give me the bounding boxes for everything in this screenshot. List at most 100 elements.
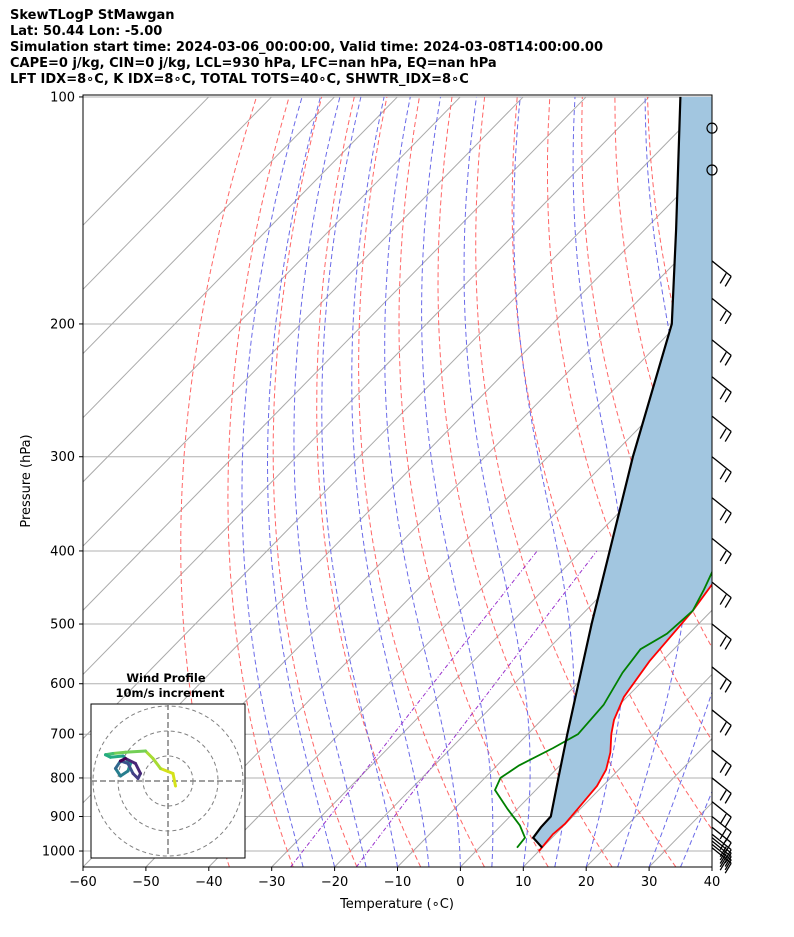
plot-lines	[83, 96, 712, 867]
wind-barb-flag	[719, 846, 727, 857]
x-tick-label: −40	[195, 875, 222, 890]
wind-profile-trace-segment	[124, 757, 137, 765]
wind-barb	[711, 666, 732, 693]
moist-adiabat-line	[421, 96, 494, 867]
wind-barb-staff	[711, 801, 732, 818]
wind-barb-flag	[724, 512, 732, 524]
wind-barb-flag	[719, 679, 727, 690]
wind-barb-staff	[711, 623, 732, 640]
wind-profile-subtitle: 10m/s increment	[116, 686, 225, 700]
wind-barb-flag	[724, 765, 732, 776]
wind-profile-trace-segment	[151, 757, 162, 770]
isotherm-line	[271, 416, 712, 867]
y-tick-label: 800	[50, 771, 75, 786]
wind-barb-staff	[711, 260, 732, 277]
wind-barb	[711, 709, 732, 736]
wind-profile-trace-segment	[111, 750, 127, 755]
wind-barb-flag	[719, 813, 727, 825]
x-tick-label: 40	[704, 875, 721, 890]
wind-barb-flag	[724, 597, 732, 608]
cape-fill-area	[533, 96, 712, 851]
wind-barb-staff	[711, 339, 732, 356]
wind-barb-flag	[724, 276, 732, 287]
wind-barb	[711, 623, 732, 650]
wind-barb-staff	[711, 537, 732, 555]
wind-profile-trace-segment	[114, 759, 122, 770]
wind-barb-flag	[719, 828, 727, 840]
wind-profile-trace-segment	[109, 754, 125, 759]
wind-profile-trace-segment	[126, 762, 135, 775]
wind-barb	[711, 456, 732, 483]
y-tick-label: 600	[50, 677, 75, 692]
wind-barb-flag	[724, 849, 732, 860]
wind-barb-flag	[719, 790, 727, 801]
wind-profile-trace-segment	[124, 749, 147, 754]
wind-barb-flag	[724, 859, 732, 871]
wind-barb-flag	[724, 842, 732, 854]
wind-barb-flag	[719, 550, 727, 562]
wind-barb	[711, 297, 732, 325]
wind-barb-flag	[719, 428, 727, 439]
wind-barb-flag	[719, 853, 727, 864]
wind-barbs	[706, 122, 732, 874]
moist-adiabat-line	[351, 96, 430, 867]
wind-barb-calm	[706, 164, 718, 176]
moist-adiabat-line	[680, 790, 712, 867]
parcel-line	[531, 96, 682, 849]
moist-adiabat-line	[513, 96, 575, 867]
wind-profile-trace-segment	[114, 767, 122, 778]
y-tick-label: 900	[50, 810, 75, 825]
isotherm-line	[83, 96, 650, 676]
moist-adiabat-line	[711, 865, 712, 867]
dry-adiabat-line	[316, 96, 422, 867]
moist-adiabat-line	[267, 96, 336, 867]
y-tick-label: 1000	[42, 845, 75, 860]
params-text: CAPE=0 j/kg, CIN=0 j/kg, LCL=930 hPa, LF…	[10, 56, 497, 71]
wind-barb-staff	[711, 837, 732, 854]
wind-barb	[711, 339, 732, 366]
location-text: Lat: 50.44 Lon: -5.00	[10, 24, 163, 39]
x-tick-label: −50	[132, 875, 159, 890]
wind-barb	[711, 816, 732, 843]
mixing-ratio-line	[355, 550, 598, 867]
y-tick-label: 500	[50, 618, 75, 633]
dry-adiabat-line	[358, 96, 485, 867]
isotherm-line	[145, 288, 712, 867]
x-tick-label: 30	[641, 875, 658, 890]
wind-barb-staff	[711, 297, 732, 315]
wind-barb-staff	[711, 749, 732, 767]
chart-header: SkewTLogP StMawgan Lat: 50.44 Lon: -5.00…	[10, 8, 603, 88]
time-text: Simulation start time: 2024-03-06_00:00:…	[10, 40, 603, 55]
y-tick-label: 200	[50, 317, 75, 332]
isotherm-line	[83, 96, 398, 419]
wind-profile-trace-segment	[119, 769, 130, 778]
wind-barb-staff	[711, 581, 732, 599]
isotherm-line	[397, 545, 712, 867]
isotherm-line	[83, 96, 335, 355]
wind-barb-flag	[719, 636, 727, 647]
wind-barb-flag	[724, 431, 732, 442]
dry-adiabat-line	[581, 96, 712, 649]
isotherm-line	[83, 96, 712, 740]
wind-barb-flag	[724, 852, 732, 864]
wind-barb-flag	[724, 471, 732, 483]
wind-barb-staff	[711, 826, 732, 844]
wind-barb	[711, 537, 732, 565]
wind-barb-flag	[719, 762, 727, 773]
wind-barb	[711, 415, 732, 442]
isotherm-line	[711, 866, 712, 867]
isotherm-line	[83, 96, 461, 483]
x-tick-label: −30	[258, 875, 285, 890]
wind-barb-staff	[711, 415, 732, 433]
wind-barb-staff	[711, 777, 732, 794]
x-tick-label: −20	[321, 875, 348, 890]
wind-barb	[711, 777, 732, 804]
moist-adiabat-line	[241, 96, 304, 867]
dry-adiabat-line	[227, 96, 294, 867]
y-tick-label: 400	[50, 544, 75, 559]
wind-barb	[711, 581, 732, 608]
wind-profile-trace-segment	[144, 749, 155, 760]
wind-profile-trace-segment	[171, 772, 177, 788]
wind-barb	[711, 376, 732, 403]
